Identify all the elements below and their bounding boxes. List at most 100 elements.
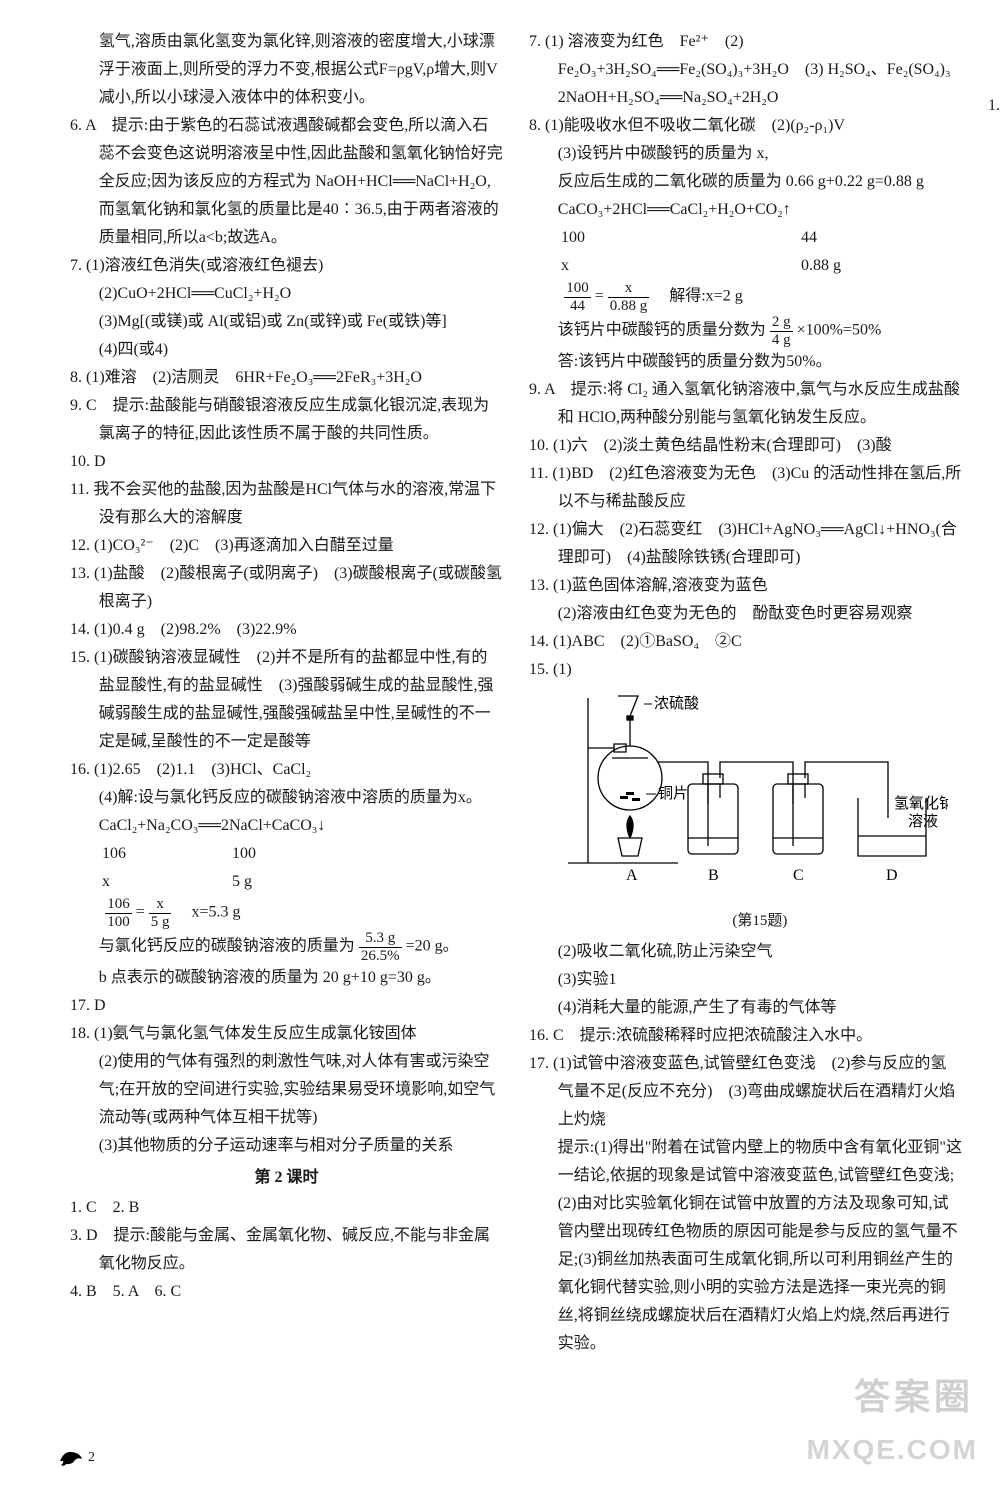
text: ×100%=50% <box>797 322 882 339</box>
r11: 11. (1)BD (2)红色溶液变为无色 (3)Cu 的活动性排在氢后,所以不… <box>529 460 962 516</box>
r8-ratio-2: x 0.88 g <box>529 252 962 280</box>
label-b: B <box>708 867 719 884</box>
label-c: C <box>793 867 804 884</box>
q16-ratio-1: 106 100 <box>70 840 503 868</box>
r14: 14. (1)ABC (2)①BaSO₄ ②C <box>529 628 962 656</box>
frac-n: x <box>149 896 172 914</box>
q18-2: (2)使用的气体有强烈的刺激性气味,对人体有害或污染空气;在开放的空间进行实验,… <box>70 1048 503 1132</box>
ratio-cell: 44 <box>801 224 817 252</box>
lesson-1-heading: 第 1 课时 <box>988 62 1000 90</box>
r15-1: 15. (1) <box>529 656 962 684</box>
q16-4: b 点表示的碳酸钠溶液的质量为 20 g+10 g=30 g。 <box>70 964 503 992</box>
r8-4: 该钙片中碳酸钙的质量分数为 2 g4 g ×100%=50% <box>529 314 962 348</box>
q10: 10. D <box>70 448 503 476</box>
r17-2: 提示:(1)得出"附着在试管内壁上的物质中含有氧化亚铜"这一结论,依据的现象是试… <box>529 1134 962 1358</box>
r8-fraction-eq: 10044 = x0.88 g 解得:x=2 g <box>529 280 962 314</box>
ratio-cell: x <box>102 868 232 896</box>
r8-1: 8. (1)能吸收水但不吸收二氧化碳 (2)(ρ₂-ρ₁)V <box>529 112 962 140</box>
lesson-2-heading: 第 2 课时 <box>70 1164 503 1192</box>
dolphin-icon <box>58 1447 84 1467</box>
ratio-cell: 100 <box>561 224 801 252</box>
r8-eq: CaCO₃+2HCl══CaCl₂+H₂O+CO₂↑ <box>529 196 962 224</box>
label-naoh-1: 氢氧化钠 <box>894 795 948 812</box>
r15-3: (3)实验1 <box>529 966 962 994</box>
s4-q1: 1. C 提示:氢氧化钠溶液、氢氧化钾溶液和氢氧化钙溶液具有相似的化学性质,其本… <box>988 92 1000 148</box>
frac-n: 2 g <box>770 314 793 332</box>
figure-caption: (第15题) <box>558 908 962 934</box>
frac-d: 0.88 g <box>608 298 650 315</box>
frac-n: x <box>608 280 650 298</box>
frac-d: 100 <box>105 914 132 931</box>
page-number: 2 <box>88 1450 95 1465</box>
q18-3: (3)其他物质的分子运动速率与相对分子质量的关系 <box>70 1132 503 1160</box>
apparatus-figure: 浓硫酸 铜片 氢氧化钠 溶液 A B C D (第15题) <box>529 688 962 934</box>
q17: 17. D <box>70 992 503 1020</box>
q14: 14. (1)0.4 g (2)98.2% (3)22.9% <box>70 616 503 644</box>
q7-3: (3)Mg[(或镁)或 Al(或铝)或 Zn(或锌)或 Fe(或铁)等] <box>70 308 503 336</box>
intro-paragraph: 氢气,溶质由氯化氢变为氯化锌,则溶液的密度增大,小球漂浮于液面上,则所受的浮力不… <box>70 28 503 112</box>
r16: 16. C 提示:浓硫酸稀释时应把浓硫酸注入水中。 <box>529 1022 962 1050</box>
r12: 12. (1)偏大 (2)石蕊变红 (3)HCl+AgNO₃══AgCl↓+HN… <box>529 516 962 572</box>
l2-q3: 3. D 提示:酸能与金属、金属氧化物、碱反应,不能与非金属氧化物反应。 <box>70 1222 503 1278</box>
r8-ratio-1: 100 44 <box>529 224 962 252</box>
label-naoh-2: 溶液 <box>908 813 938 830</box>
r8-3: 反应后生成的二氧化碳的质量为 0.66 g+0.22 g=0.88 g <box>529 168 962 196</box>
text: =20 g。 <box>406 938 459 955</box>
q6: 6. A 提示:由于紫色的石蕊试液遇酸碱都会变色,所以滴入石蕊不会变色这说明溶液… <box>70 112 503 252</box>
q7-2: (2)CuO+2HCl══CuCl₂+H₂O <box>70 280 503 308</box>
text: 该钙片中碳酸钙的质量分数为 <box>558 322 766 339</box>
label-d: D <box>886 867 898 884</box>
solve-text: 解得:x=2 g <box>653 288 742 305</box>
watermark-url: MXQE.COM <box>806 1425 978 1474</box>
ratio-cell: 106 <box>102 840 232 868</box>
r17-1: 17. (1)试管中溶液变蓝色,试管壁红色变浅 (2)参与反应的氢气量不足(反应… <box>529 1050 962 1134</box>
r8-2: (3)设钙片中碳酸钙的质量为 x, <box>529 140 962 168</box>
q18-1: 18. (1)氨气与氯化氢气体发生反应生成氯化铵固体 <box>70 1020 503 1048</box>
frac-d: 26.5% <box>359 948 402 965</box>
frac-n: 106 <box>105 896 132 914</box>
r13-2: (2)溶液由红色变为无色的 酚酞变色时更容易观察 <box>529 600 962 628</box>
frac-d: 44 <box>564 298 591 315</box>
frac-n: 100 <box>564 280 591 298</box>
q15: 15. (1)碳酸钠溶液显碱性 (2)并不是所有的盐都显中性,有的盐显酸性,有的… <box>70 644 503 756</box>
solve-text: x=5.3 g <box>175 904 240 921</box>
ratio-cell: 0.88 g <box>801 252 841 280</box>
frac-d: 5 g <box>149 914 172 931</box>
content-columns: 氢气,溶质由氯化氢变为氯化锌,则溶液的密度增大,小球漂浮于液面上,则所受的浮力不… <box>70 28 962 1388</box>
q16-2: (4)解:设与氯化钙反应的碳酸钠溶液中溶质的质量为x。 <box>70 784 503 812</box>
q16-3: 与氯化钙反应的碳酸钠溶液的质量为 5.3 g26.5% =20 g。 <box>70 930 503 964</box>
q16-1: 16. (1)2.65 (2)1.1 (3)HCl、CaCl₂ <box>70 756 503 784</box>
q12: 12. (1)CO₃²⁻ (2)C (3)再逐滴加入白醋至过量 <box>70 532 503 560</box>
label-copper: 铜片 <box>658 785 688 802</box>
r13-1: 13. (1)蓝色固体溶解,溶液变为蓝色 <box>529 572 962 600</box>
q16-fraction-eq: 106100 = x5 g x=5.3 g <box>70 896 503 930</box>
ratio-cell: x <box>561 252 801 280</box>
q7-4: (4)四(或4) <box>70 336 503 364</box>
page-footer: 2 <box>58 1446 95 1471</box>
label-a: A <box>626 867 638 884</box>
r15-2: (2)吸收二氧化硫,防止污染空气 <box>529 938 962 966</box>
ratio-cell: 5 g <box>232 868 252 896</box>
q9: 9. C 提示:盐酸能与硝酸银溶液反应生成氯化银沉淀,表现为氯离子的特征,因此该… <box>70 392 503 448</box>
q8: 8. (1)难溶 (2)洁厕灵 6HR+Fe₂O₃══2FeR₃+3H₂O <box>70 364 503 392</box>
q11: 11. 我不会买他的盐酸,因为盐酸是HCl气体与水的溶液,常温下没有那么大的溶解… <box>70 476 503 532</box>
ratio-cell: 100 <box>232 840 256 868</box>
r10: 10. (1)六 (2)淡土黄色结晶性粉末(合理即可) (3)酸 <box>529 432 962 460</box>
q13: 13. (1)盐酸 (2)酸根离子(或阴离子) (3)碳酸根离子(或碳酸氢根离子… <box>70 560 503 616</box>
r8-5: 答:该钙片中碳酸钙的质量分数为50%。 <box>529 348 962 376</box>
apparatus-svg: 浓硫酸 铜片 氢氧化钠 溶液 A B C D <box>558 688 948 898</box>
section-4-heading: 第 4 节 常见的碱 <box>988 28 1000 58</box>
frac-n: 5.3 g <box>359 930 402 948</box>
q7-1: 7. (1)溶液红色消失(或溶液红色褪去) <box>70 252 503 280</box>
text: 与氯化钙反应的碳酸钠溶液的质量为 <box>99 938 355 955</box>
l2-q1: 1. C 2. B <box>70 1194 503 1222</box>
q16-ratio-2: x 5 g <box>70 868 503 896</box>
r9: 9. A 提示:将 Cl₂ 通入氢氧化钠溶液中,氯气与水反应生成盐酸和 HClO… <box>529 376 962 432</box>
q16-eq: CaCl₂+Na₂CO₃══2NaCl+CaCO₃↓ <box>70 812 503 840</box>
frac-d: 4 g <box>770 332 793 349</box>
l2-q4: 4. B 5. A 6. C <box>70 1278 503 1306</box>
label-acid: 浓硫酸 <box>654 695 699 712</box>
l2-q7: 7. (1) 溶液变为红色 Fe²⁺ (2) Fe₂O₃+3H₂SO₄══Fe₂… <box>529 28 962 112</box>
r15-4: (4)消耗大量的能源,产生了有毒的气体等 <box>529 994 962 1022</box>
watermark-text: 答案圈 <box>854 1365 974 1428</box>
